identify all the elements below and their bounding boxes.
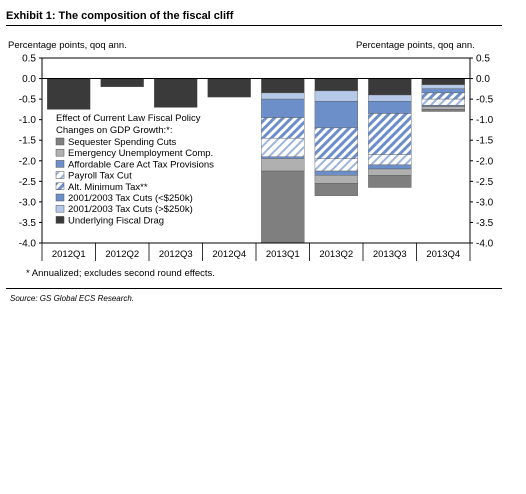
bar-segment [368,100,412,114]
bar-segment [421,88,465,94]
y-tick-label-right: 0.0 [476,74,490,85]
y-tick-label-right: -1.5 [476,136,494,147]
y-tick-label-left: -1.0 [19,115,37,126]
bar-segment [314,127,358,159]
top-rule [6,25,502,26]
bar-segment [421,78,465,85]
legend-swatch [55,182,65,191]
bar-segment [261,98,305,118]
x-tick-label: 2013Q3 [373,249,407,260]
legend-swatch [55,171,65,179]
bar-segment [421,84,465,89]
legend-title-line-2: Changes on GDP Growth:*: [56,125,173,136]
x-tick-label: 2013Q4 [426,249,460,260]
bar-segment [261,170,305,244]
bars-layer [47,78,465,244]
bar-segment [368,94,412,102]
bar-segment [261,137,305,157]
bar-segment [261,156,305,159]
y-tick-label-right: -0.5 [476,95,494,106]
legend-entry: Payroll Tax Cut [68,171,132,182]
y-tick-label-right: -4.0 [476,239,494,250]
bar-segment [100,78,144,87]
left-axis-title: Percentage points, qoq ann. [8,40,127,51]
y-tick-label-left: -3.0 [19,197,37,208]
y-tick-label-left: -2.5 [19,177,37,188]
legend-entry: Emergency Unemployment Comp. [68,148,213,159]
bar-segment [314,170,358,176]
x-tick-label: 2012Q4 [212,249,246,260]
x-tick-label: 2012Q3 [159,249,193,260]
legend-swatch [55,193,65,202]
bar-segment [314,158,358,172]
x-tick-label: 2013Q2 [319,249,353,260]
y-tick-label-left: 0.5 [22,54,36,65]
bar-segment [261,117,305,139]
y-tick-label-left: 0.0 [22,74,36,85]
y-tick-label-left: -4.0 [19,239,37,250]
bar-segment [47,78,91,110]
y-tick-label-right: 0.5 [476,54,490,65]
bar-segment [368,168,412,176]
footnote: * Annualized; excludes second round effe… [26,268,215,279]
legend-swatch [55,160,65,168]
y-tick-label-left: -0.5 [19,95,37,106]
legend-swatch [55,137,65,146]
bar-segment [154,78,198,108]
legend-entry: Affordable Care Act Tax Provisions [68,159,214,170]
x-tick-label: 2012Q1 [52,249,86,260]
source-note: Source: GS Global ECS Research. [10,294,135,303]
right-axis-title: Percentage points, qoq ann. [356,40,475,51]
bar-segment [314,78,358,92]
bar-segment [421,92,465,100]
legend-entry: 2001/2003 Tax Cuts (>$250k) [68,204,193,215]
exhibit-title: Exhibit 1: The composition of the fiscal… [6,10,234,22]
legend-entry: Alt. Minimum Tax** [68,182,148,193]
bar-segment [314,100,358,129]
bar-segment [314,183,358,196]
axes-layer: 0.5 0.5 0.0 0.0 -0.5 -0.5 -1.0 -1.0 -1.5 -1.5 -2.0… [19,54,494,261]
legend-entry: 2001/2003 Tax Cuts (<$250k) [68,193,193,204]
y-tick-label-left: -1.5 [19,136,37,147]
legend-entry: Underlying Fiscal Drag [68,215,164,226]
legend-title-line-1: Effect of Current Law Fiscal Policy [56,113,201,124]
legend-swatch [55,204,65,213]
bar-segment [421,98,465,106]
bar-segment [421,109,465,112]
bar-segment [314,174,358,184]
x-tick-label: 2013Q1 [266,249,300,260]
legend-entry: Sequester Spending Cuts [68,137,177,148]
bar-segment [314,90,358,102]
bar-segment [421,106,465,110]
bar-segment [368,154,412,166]
y-tick-label-right: -2.0 [476,156,494,167]
x-tick-label: 2012Q2 [105,249,139,260]
legend: Effect of Current Law Fiscal PolicyChang… [55,113,214,226]
bar-segment [207,78,251,98]
bar-segment [261,92,305,100]
y-tick-label-left: -3.5 [19,218,37,229]
legend-swatch [55,216,65,224]
y-tick-label-right: -2.5 [476,177,494,188]
bar-segment [261,158,305,172]
bottom-rule [6,288,502,289]
bar-segment [368,113,412,155]
bar-segment [368,78,412,96]
y-tick-label-right: -3.5 [476,218,494,229]
bar-segment [368,174,412,188]
y-tick-label-left: -2.0 [19,156,37,167]
y-tick-label-right: -1.0 [476,115,494,126]
bar-segment [368,164,412,170]
legend-swatch [55,148,65,157]
y-tick-label-right: -3.0 [476,197,494,208]
bar-segment [261,78,305,94]
